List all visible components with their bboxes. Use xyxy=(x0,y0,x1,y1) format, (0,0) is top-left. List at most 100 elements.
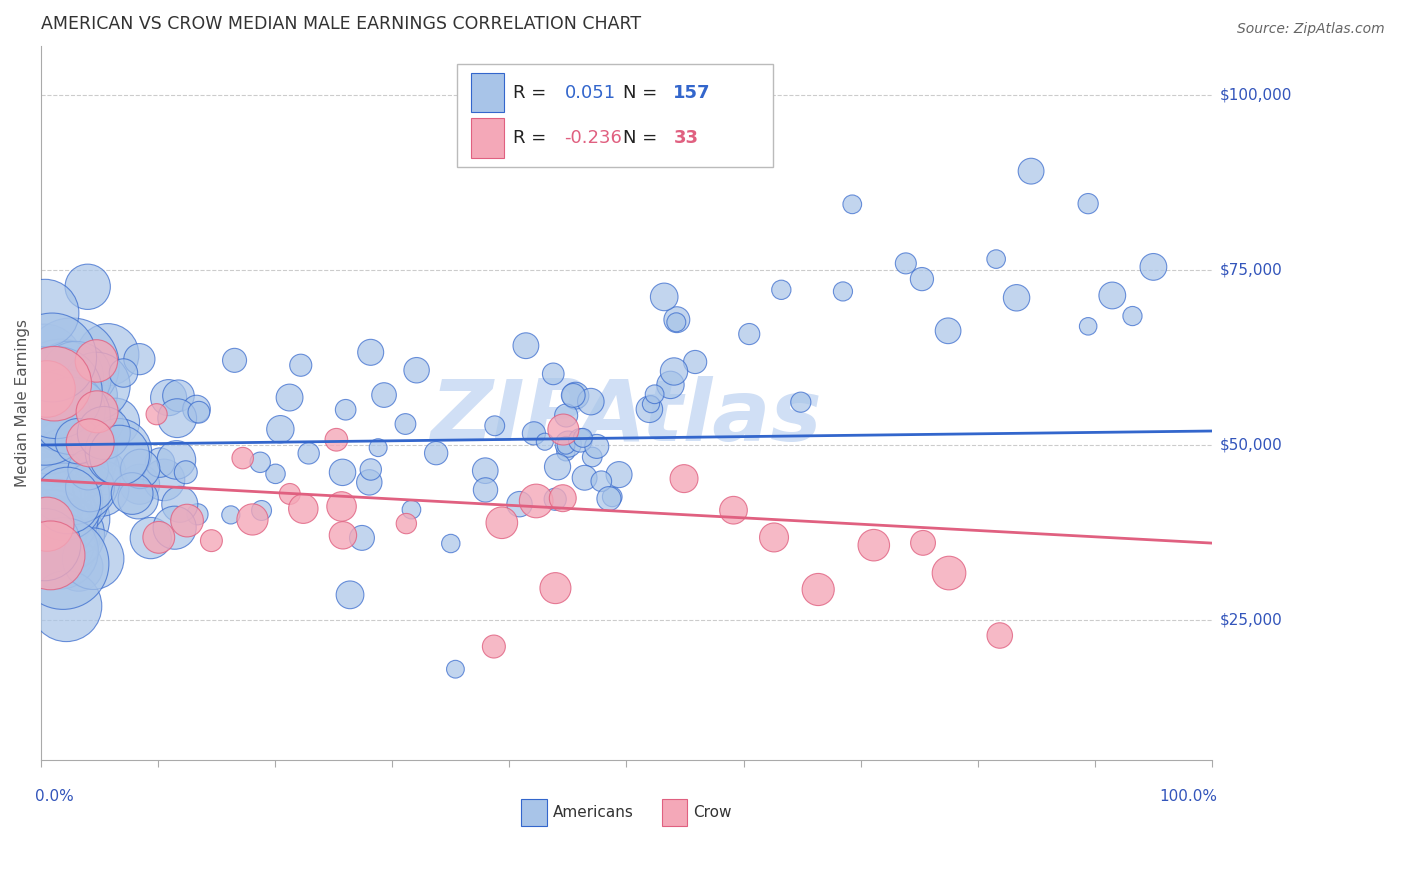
Point xyxy=(673,472,696,486)
Point xyxy=(104,415,127,429)
Y-axis label: Median Male Earnings: Median Male Earnings xyxy=(15,319,30,487)
Point xyxy=(544,581,567,595)
Point xyxy=(176,514,198,528)
Point xyxy=(45,445,67,459)
Point xyxy=(564,389,586,403)
Text: AMERICAN VS CROW MEDIAN MALE EARNINGS CORRELATION CHART: AMERICAN VS CROW MEDIAN MALE EARNINGS CO… xyxy=(41,15,641,33)
Point xyxy=(598,491,620,506)
Point xyxy=(359,475,381,490)
Point xyxy=(82,551,104,566)
Point xyxy=(278,391,301,405)
Point xyxy=(67,560,90,574)
Point xyxy=(56,493,79,508)
Point xyxy=(298,446,321,460)
Point xyxy=(683,355,706,369)
Point xyxy=(544,492,567,507)
Point xyxy=(128,352,150,367)
Point xyxy=(86,379,108,393)
Text: R =: R = xyxy=(513,129,553,147)
Point xyxy=(984,252,1007,266)
Point xyxy=(145,407,167,421)
Point xyxy=(652,290,675,304)
Point xyxy=(569,434,592,448)
Point xyxy=(330,500,353,514)
Point xyxy=(186,508,208,522)
Point xyxy=(638,402,661,417)
Text: -0.236: -0.236 xyxy=(564,129,623,147)
Point xyxy=(34,491,56,506)
Point xyxy=(39,532,62,546)
Text: Source: ZipAtlas.com: Source: ZipAtlas.com xyxy=(1237,22,1385,37)
Point xyxy=(278,487,301,501)
Point xyxy=(242,512,264,526)
Point xyxy=(52,557,75,571)
Point xyxy=(332,528,354,542)
Point xyxy=(264,467,287,481)
Point xyxy=(555,438,578,452)
Point xyxy=(166,411,188,425)
Point xyxy=(938,566,960,580)
Point xyxy=(484,418,506,433)
Bar xyxy=(471,119,503,158)
Point xyxy=(1005,291,1028,305)
Point xyxy=(474,464,496,478)
Point xyxy=(292,501,315,516)
Point xyxy=(80,435,103,450)
Point xyxy=(401,502,423,516)
Point xyxy=(129,462,152,476)
Point xyxy=(108,448,131,462)
Point xyxy=(76,280,98,294)
Point xyxy=(367,441,389,455)
Point xyxy=(66,434,89,449)
Point xyxy=(394,417,416,431)
Point xyxy=(395,516,418,531)
Point xyxy=(169,497,191,511)
Point xyxy=(807,582,830,597)
Point xyxy=(56,370,79,384)
Point xyxy=(93,425,115,440)
Point xyxy=(1019,164,1042,178)
Point xyxy=(723,503,745,517)
Point xyxy=(83,388,105,402)
Point xyxy=(44,476,66,491)
Point xyxy=(72,434,94,449)
Point xyxy=(332,466,354,480)
Point xyxy=(35,528,58,542)
Point xyxy=(662,364,685,378)
Point xyxy=(79,435,101,450)
Point xyxy=(55,488,77,502)
Text: Americans: Americans xyxy=(553,805,634,820)
Point xyxy=(600,490,623,504)
Point xyxy=(290,358,312,372)
Point xyxy=(58,527,80,541)
Point xyxy=(55,547,77,561)
Point xyxy=(1142,260,1164,274)
Point xyxy=(165,453,187,467)
Point xyxy=(534,434,557,449)
Point xyxy=(936,324,959,338)
Point xyxy=(167,389,190,403)
Point xyxy=(644,387,666,401)
Text: N =: N = xyxy=(623,129,664,147)
Point xyxy=(373,388,395,402)
Point xyxy=(523,426,546,441)
Point xyxy=(38,422,60,436)
Point xyxy=(350,531,373,545)
Point xyxy=(232,451,254,466)
Point xyxy=(34,306,56,320)
Point xyxy=(440,536,463,550)
Point xyxy=(335,402,357,417)
Text: Crow: Crow xyxy=(693,805,731,820)
Point xyxy=(34,491,56,505)
Point xyxy=(186,402,208,417)
Point xyxy=(524,494,547,508)
Point xyxy=(770,283,793,297)
Point xyxy=(79,480,101,494)
Point xyxy=(60,409,83,423)
Point xyxy=(474,483,496,497)
Point xyxy=(832,285,855,299)
Point xyxy=(58,472,80,486)
Point xyxy=(139,531,162,545)
Point xyxy=(65,370,87,384)
Point xyxy=(77,462,100,476)
